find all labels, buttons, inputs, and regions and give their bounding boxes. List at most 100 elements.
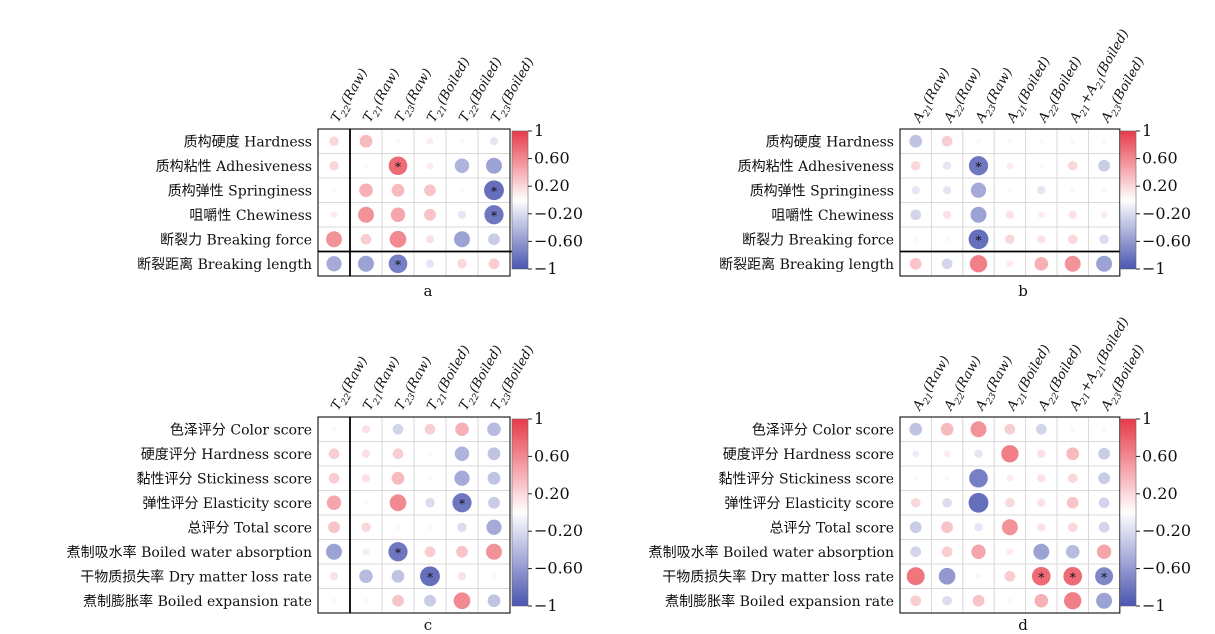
row-label: 色泽评分 Color score — [752, 421, 894, 438]
significance-star: * — [1038, 570, 1044, 584]
correlation-circle — [424, 208, 436, 221]
correlation-circle — [424, 423, 436, 435]
correlation-circle — [1101, 138, 1107, 144]
correlation-circle — [392, 423, 404, 435]
correlation-circle — [1096, 544, 1112, 559]
correlation-circle — [1033, 543, 1050, 560]
correlation-circle — [1063, 566, 1083, 586]
correlation-circle — [487, 594, 501, 608]
row-label: 断裂距离 Breaking length — [719, 256, 894, 273]
correlation-circle — [942, 210, 952, 219]
row-label: 咀嚼性 Chewiness — [189, 208, 312, 224]
correlation-circle — [970, 421, 987, 438]
correlation-circle — [913, 475, 919, 481]
correlation-circle — [1034, 256, 1049, 271]
correlation-circle — [359, 183, 373, 198]
correlation-circle — [1037, 523, 1046, 532]
correlation-circle — [329, 136, 339, 147]
correlation-circle — [943, 450, 951, 458]
colorbar-tick-label: 1 — [534, 121, 544, 140]
correlation-circle — [395, 138, 401, 144]
correlation-circle — [425, 235, 435, 244]
correlation-circle — [1001, 445, 1019, 463]
correlation-circle — [970, 182, 987, 198]
correlation-circle — [909, 257, 922, 270]
correlation-circle — [361, 449, 371, 458]
correlation-circle — [941, 258, 953, 270]
correlation-circle — [1101, 426, 1107, 432]
correlation-circle — [484, 180, 504, 201]
correlation-circle — [1067, 473, 1078, 484]
correlation-circle — [455, 422, 469, 437]
correlation-circle — [910, 160, 921, 171]
panel-label: a — [424, 282, 433, 300]
correlation-circle — [454, 470, 470, 486]
correlation-circle — [1066, 496, 1079, 509]
correlation-circle — [491, 573, 497, 579]
correlation-circle — [1007, 138, 1013, 144]
significance-star: * — [395, 160, 401, 174]
correlation-circle — [454, 446, 470, 461]
correlation-circle — [358, 255, 374, 272]
panel-c: * * * 色泽评分 Color score 硬度评分 Hardness score 黏性… — [67, 343, 583, 634]
significance-star: * — [395, 546, 401, 560]
correlation-circle — [1067, 234, 1078, 245]
correlation-circle — [1070, 138, 1076, 144]
correlation-circle — [360, 233, 372, 245]
correlation-circle — [488, 496, 500, 509]
colorbar-tick-label: 0.60 — [534, 149, 570, 168]
row-label: 煮制膨胀率 Boiled expansion rate — [665, 593, 894, 610]
correlation-circle — [326, 231, 342, 248]
correlation-circle — [457, 522, 467, 533]
correlation-circle — [1098, 521, 1110, 533]
correlation-circle — [427, 451, 433, 457]
correlation-circle — [1064, 592, 1082, 610]
significance-star: * — [1070, 570, 1076, 584]
row-label: 咀嚼性 Chewiness — [771, 208, 894, 224]
correlation-circle — [487, 447, 501, 461]
correlation-circle — [452, 493, 472, 513]
correlation-circle — [1006, 474, 1014, 482]
correlation-circle — [909, 521, 922, 534]
row-label: 质构粘性 Adhesiveness — [156, 159, 312, 175]
colorbar-tick-label: 0.20 — [1142, 176, 1178, 195]
correlation-circle — [326, 543, 342, 560]
correlation-circle — [456, 545, 468, 558]
colorbar-tick-label: −1 — [1142, 596, 1166, 615]
correlation-circle — [486, 543, 502, 560]
correlation-circle — [424, 184, 436, 197]
correlation-circle — [910, 595, 922, 607]
correlation-circle — [329, 572, 339, 581]
colorbar-tick-label: −0.60 — [1142, 559, 1191, 578]
correlation-circle — [454, 158, 470, 173]
row-label: 弹性评分 Elasticity score — [142, 496, 312, 512]
correlation-circle — [1038, 138, 1044, 144]
row-label: 干物质损失率 Dry matter loss rate — [662, 568, 894, 585]
correlation-circle — [427, 475, 433, 481]
correlation-circle — [331, 426, 337, 432]
colorbar-tick-label: −1 — [534, 596, 558, 615]
grid-border — [317, 416, 511, 614]
correlation-circle — [486, 519, 502, 535]
correlation-circle — [1037, 474, 1046, 483]
significance-star: * — [427, 570, 433, 584]
panel-a: * * * * 质构硬度 Hardness 质构粘性 Adhesiveness 质构弹性 S… — [137, 55, 583, 300]
correlation-circle — [976, 138, 981, 144]
significance-star: * — [395, 258, 401, 272]
correlation-circle — [1006, 548, 1014, 556]
correlation-circle — [1004, 423, 1016, 435]
row-label: 质构弹性 Springiness — [168, 183, 312, 199]
correlation-circle — [913, 236, 919, 242]
correlation-circle — [457, 210, 467, 219]
correlation-circle — [331, 187, 337, 193]
correlation-circle — [359, 134, 373, 148]
row-label: 质构弹性 Springiness — [750, 183, 894, 199]
correlation-circle — [1095, 567, 1114, 586]
correlation-circle — [1098, 472, 1110, 485]
correlation-circle — [941, 135, 953, 147]
correlation-circle — [909, 134, 923, 148]
correlation-circle — [1006, 162, 1014, 170]
row-label: 质构硬度 Hardness — [766, 134, 894, 150]
correlation-circle — [487, 471, 501, 485]
correlation-circle — [910, 497, 921, 508]
